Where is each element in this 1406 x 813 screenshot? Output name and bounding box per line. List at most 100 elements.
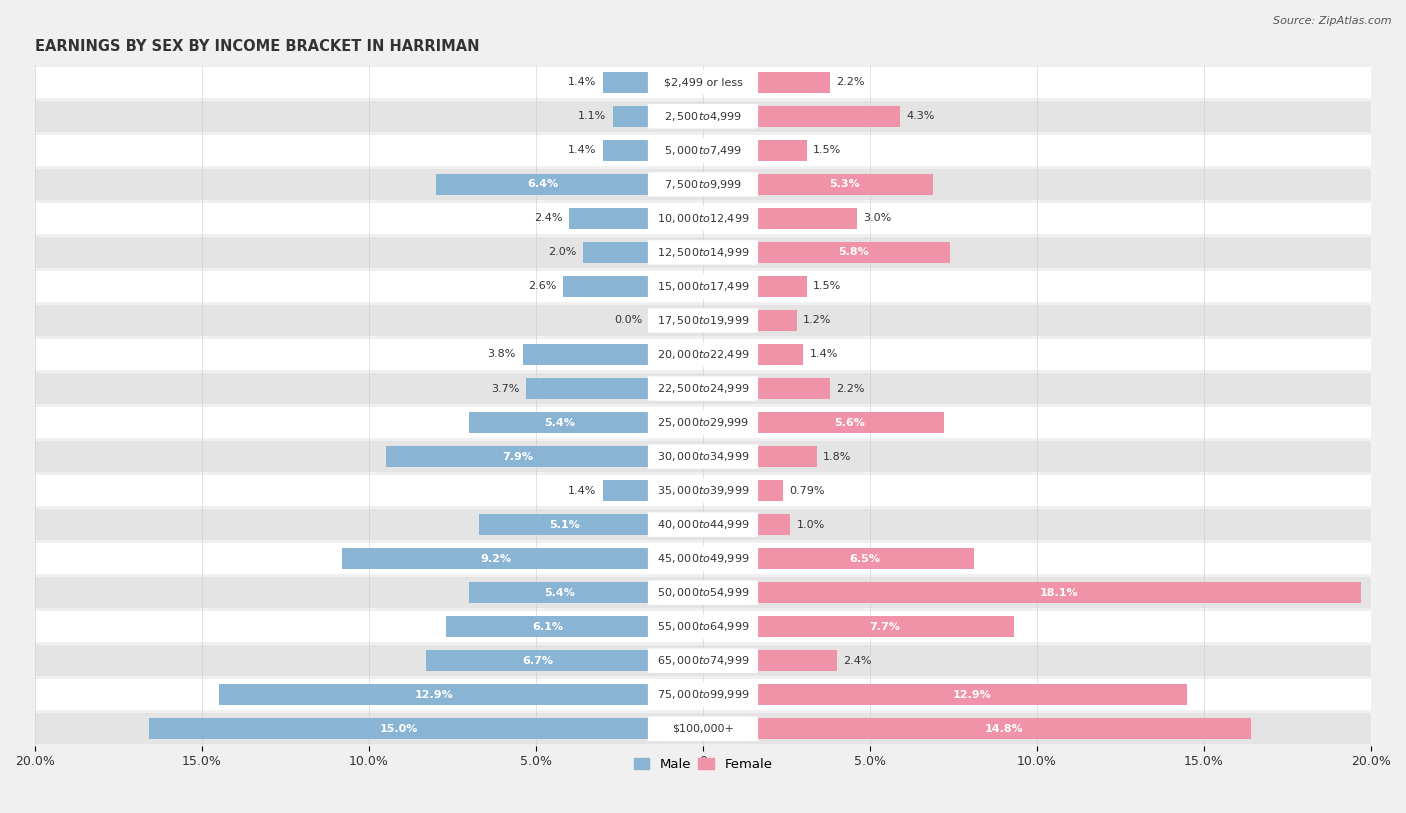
Bar (446, 616, 650, 637)
Bar (35, 577, 1371, 608)
Bar (756, 685, 1187, 706)
FancyBboxPatch shape (648, 478, 758, 502)
Bar (436, 174, 650, 195)
FancyBboxPatch shape (648, 207, 758, 231)
Bar (35, 271, 1371, 302)
Bar (756, 616, 1014, 637)
Text: $75,000 to $99,999: $75,000 to $99,999 (657, 689, 749, 702)
Text: 2.0%: 2.0% (548, 247, 576, 258)
FancyBboxPatch shape (648, 580, 758, 605)
Text: $55,000 to $64,999: $55,000 to $64,999 (657, 620, 749, 633)
Text: 2.2%: 2.2% (837, 77, 865, 87)
Text: 6.5%: 6.5% (849, 554, 880, 563)
Text: 1.4%: 1.4% (810, 350, 838, 359)
Text: 1.0%: 1.0% (797, 520, 825, 529)
Bar (562, 276, 650, 297)
Bar (35, 406, 1371, 438)
FancyBboxPatch shape (648, 716, 758, 741)
Bar (526, 378, 650, 399)
Text: 5.1%: 5.1% (548, 520, 579, 529)
Text: $7,500 to $9,999: $7,500 to $9,999 (664, 178, 742, 191)
Bar (35, 509, 1371, 541)
Bar (35, 135, 1371, 166)
Text: 14.8%: 14.8% (984, 724, 1024, 734)
Text: 3.7%: 3.7% (491, 384, 519, 393)
Text: 1.2%: 1.2% (803, 315, 831, 325)
Text: 2.4%: 2.4% (534, 213, 562, 224)
Bar (35, 543, 1371, 574)
FancyBboxPatch shape (648, 682, 758, 707)
FancyBboxPatch shape (648, 70, 758, 94)
Bar (756, 378, 830, 399)
Bar (756, 310, 797, 331)
Bar (35, 679, 1371, 711)
Text: 2.4%: 2.4% (844, 656, 872, 666)
FancyBboxPatch shape (648, 172, 758, 197)
Text: $30,000 to $34,999: $30,000 to $34,999 (657, 450, 749, 463)
Text: 3.0%: 3.0% (863, 213, 891, 224)
Text: 9.2%: 9.2% (481, 554, 512, 563)
Bar (342, 548, 650, 569)
Bar (35, 713, 1371, 745)
Bar (756, 514, 790, 535)
Bar (35, 67, 1371, 98)
Bar (582, 242, 650, 263)
Bar (756, 344, 803, 365)
Text: 6.1%: 6.1% (533, 622, 564, 632)
Text: $45,000 to $49,999: $45,000 to $49,999 (657, 552, 749, 565)
Bar (35, 305, 1371, 336)
Bar (603, 480, 650, 501)
FancyBboxPatch shape (648, 274, 758, 298)
Text: 1.4%: 1.4% (568, 77, 596, 87)
Bar (219, 685, 650, 706)
Text: 5.8%: 5.8% (838, 247, 869, 258)
Text: 1.1%: 1.1% (578, 111, 606, 121)
FancyBboxPatch shape (648, 138, 758, 163)
Bar (756, 72, 830, 93)
Text: $20,000 to $22,499: $20,000 to $22,499 (657, 348, 749, 361)
Bar (756, 242, 950, 263)
Text: $35,000 to $39,999: $35,000 to $39,999 (657, 484, 749, 497)
Text: $5,000 to $7,499: $5,000 to $7,499 (664, 144, 742, 157)
FancyBboxPatch shape (648, 546, 758, 571)
Bar (603, 72, 650, 93)
Bar (35, 202, 1371, 234)
FancyBboxPatch shape (648, 411, 758, 435)
Bar (756, 140, 807, 161)
Bar (756, 480, 783, 501)
Bar (35, 475, 1371, 506)
Bar (35, 441, 1371, 472)
Bar (470, 412, 650, 433)
Text: $2,499 or less: $2,499 or less (664, 77, 742, 87)
Text: $22,500 to $24,999: $22,500 to $24,999 (657, 382, 749, 395)
Text: 7.9%: 7.9% (502, 451, 533, 462)
Bar (613, 106, 650, 127)
Bar (479, 514, 650, 535)
FancyBboxPatch shape (648, 445, 758, 469)
FancyBboxPatch shape (648, 376, 758, 401)
Bar (35, 373, 1371, 404)
Text: $100,000+: $100,000+ (672, 724, 734, 734)
Bar (35, 339, 1371, 370)
Bar (756, 276, 807, 297)
Text: $17,500 to $19,999: $17,500 to $19,999 (657, 314, 749, 327)
Text: 5.4%: 5.4% (544, 418, 575, 428)
Text: 2.2%: 2.2% (837, 384, 865, 393)
Text: 12.9%: 12.9% (415, 689, 454, 700)
Bar (603, 140, 650, 161)
Text: $10,000 to $12,499: $10,000 to $12,499 (657, 212, 749, 225)
Bar (756, 412, 943, 433)
Text: 1.8%: 1.8% (824, 451, 852, 462)
Bar (756, 106, 900, 127)
Bar (756, 548, 973, 569)
Text: 18.1%: 18.1% (1039, 588, 1078, 598)
Text: $65,000 to $74,999: $65,000 to $74,999 (657, 654, 749, 667)
Text: $50,000 to $54,999: $50,000 to $54,999 (657, 586, 749, 599)
Bar (756, 174, 934, 195)
Bar (426, 650, 650, 672)
Bar (470, 582, 650, 603)
FancyBboxPatch shape (648, 104, 758, 128)
Text: $2,500 to $4,999: $2,500 to $4,999 (664, 110, 742, 123)
Bar (385, 446, 650, 467)
Text: Source: ZipAtlas.com: Source: ZipAtlas.com (1274, 16, 1392, 26)
